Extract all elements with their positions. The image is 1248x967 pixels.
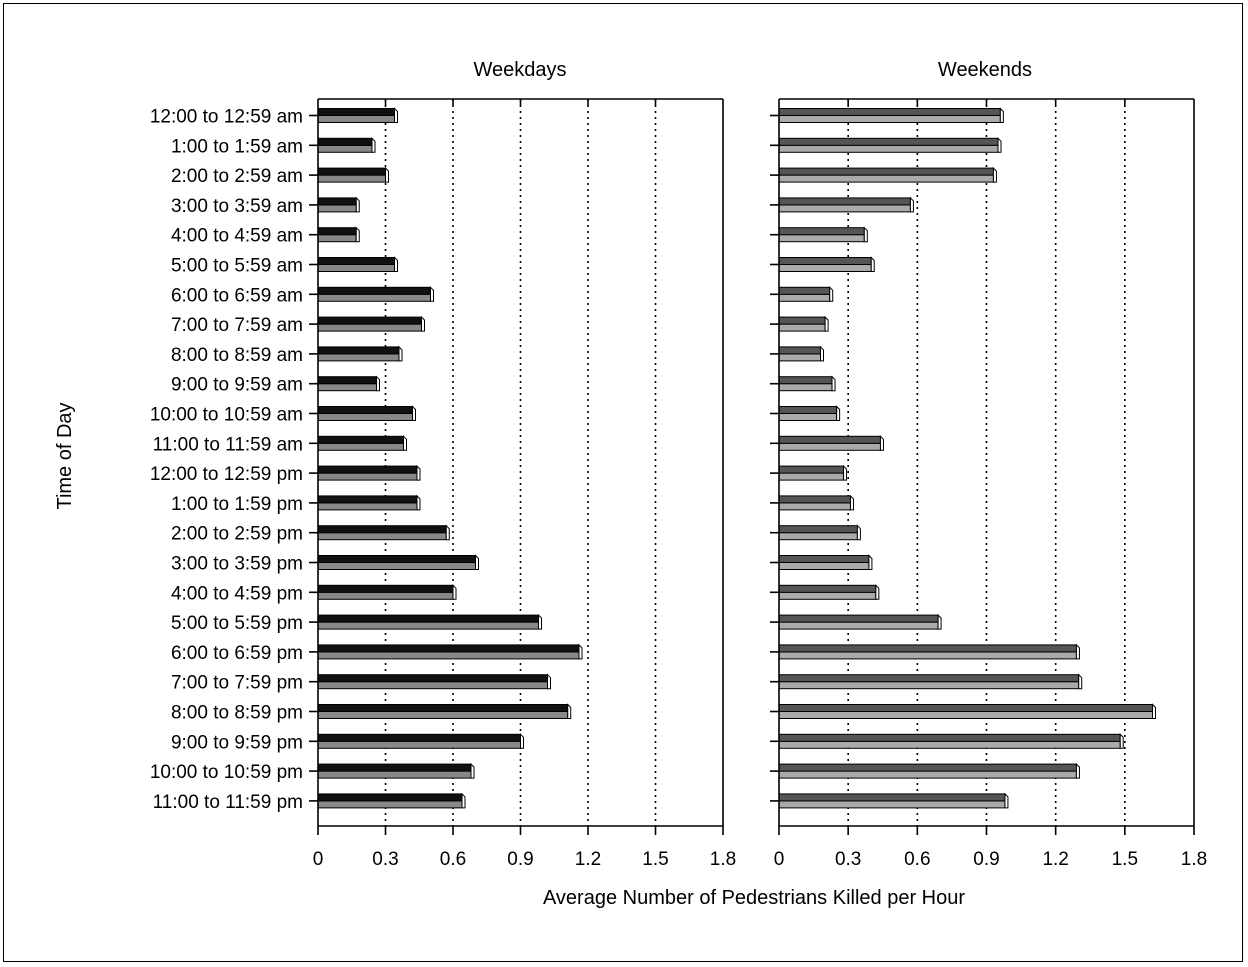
panel-title-weekends: Weekends (938, 59, 1032, 81)
x-axis-title: Average Number of Pedestrians Killed per… (543, 887, 965, 909)
bar (779, 317, 828, 331)
bar (318, 436, 407, 450)
panel-title-weekdays: Weekdays (473, 59, 566, 81)
x-tick-label: 1.2 (575, 849, 601, 870)
bar (318, 705, 571, 719)
bar (318, 109, 398, 123)
x-tick-label: 0.3 (835, 849, 861, 870)
category-label: 12:00 to 12:59 pm (150, 464, 303, 485)
bar (779, 764, 1079, 778)
bar (318, 734, 524, 748)
bar (779, 585, 879, 599)
bar (779, 496, 853, 510)
category-label: 1:00 to 1:59 pm (171, 494, 303, 515)
category-label: 2:00 to 2:59 am (171, 166, 303, 187)
bar (318, 794, 465, 808)
category-label: 9:00 to 9:59 pm (171, 732, 303, 753)
bar (318, 407, 416, 421)
bar (779, 377, 835, 391)
category-label: 6:00 to 6:59 pm (171, 643, 303, 664)
category-label: 7:00 to 7:59 pm (171, 673, 303, 694)
bar (318, 764, 474, 778)
bar (779, 198, 913, 212)
bar (318, 287, 434, 301)
bar (779, 526, 860, 540)
bar (318, 585, 456, 599)
bar (779, 347, 824, 361)
category-label: 11:00 to 11:59 am (153, 434, 303, 455)
category-label: 3:00 to 3:59 am (171, 196, 303, 217)
bar (779, 168, 996, 182)
category-label: 12:00 to 12:59 am (150, 107, 303, 128)
bar (779, 645, 1079, 659)
bar (779, 556, 872, 570)
x-tick-label: 0 (313, 849, 324, 870)
bar (779, 734, 1123, 748)
category-label: 5:00 to 5:59 pm (171, 613, 303, 634)
bar (779, 436, 883, 450)
x-tick-label: 0.9 (973, 849, 999, 870)
x-tick-label: 1.5 (1112, 849, 1138, 870)
bar (318, 138, 375, 152)
y-axis-title: Time of Day (54, 402, 76, 509)
category-label: 8:00 to 8:59 pm (171, 703, 303, 724)
category-label: 1:00 to 1:59 am (171, 136, 303, 157)
category-label: 8:00 to 8:59 am (171, 345, 303, 366)
bar (318, 258, 398, 272)
x-tick-label: 0.6 (904, 849, 930, 870)
category-label: 2:00 to 2:59 pm (171, 524, 303, 545)
category-label: 10:00 to 10:59 am (150, 405, 303, 426)
x-tick-label: 1.8 (1181, 849, 1207, 870)
category-label: 11:00 to 11:59 pm (153, 792, 303, 813)
weekends-panel: Weekends 0 0.3 0.6 0.9 1.2 1.5 1.8 (770, 59, 1207, 870)
bar (318, 377, 380, 391)
x-tick-label: 0.9 (507, 849, 533, 870)
bar (318, 556, 479, 570)
category-label: 4:00 to 4:59 am (171, 226, 303, 247)
x-tick-label: 1.8 (710, 849, 736, 870)
bar (779, 675, 1082, 689)
bar (318, 526, 449, 540)
category-labels: 12:00 to 12:59 am 1:00 to 1:59 am 2:00 to … (150, 107, 303, 813)
bar (779, 138, 1001, 152)
category-label: 9:00 to 9:59 am (171, 375, 303, 396)
bar (779, 258, 874, 272)
bar (318, 645, 582, 659)
bar (318, 347, 402, 361)
bar (318, 317, 425, 331)
bar (318, 168, 389, 182)
bar (318, 615, 542, 629)
weekdays-panel: Weekdays 0 0.3 0.6 0.9 1.2 1.5 1.8 (309, 59, 736, 870)
bar (779, 109, 1003, 123)
bar (779, 287, 833, 301)
bar (779, 466, 847, 480)
x-tick-label: 0.6 (440, 849, 466, 870)
category-label: 5:00 to 5:59 am (171, 256, 303, 277)
bar (779, 794, 1008, 808)
bar (779, 705, 1156, 719)
x-tick-label: 0 (774, 849, 785, 870)
bar (318, 675, 551, 689)
x-tick-label: 0.3 (372, 849, 398, 870)
bar (779, 228, 867, 242)
category-label: 4:00 to 4:59 pm (171, 583, 303, 604)
x-tick-label: 1.2 (1042, 849, 1068, 870)
bar (318, 198, 359, 212)
bar (318, 496, 420, 510)
category-label: 3:00 to 3:59 pm (171, 554, 303, 575)
bar (318, 466, 420, 480)
bar (779, 615, 941, 629)
x-tick-label: 1.5 (642, 849, 668, 870)
bar (779, 407, 840, 421)
category-label: 6:00 to 6:59 am (171, 285, 303, 306)
category-label: 10:00 to 10:59 pm (150, 762, 303, 783)
category-label: 7:00 to 7:59 am (171, 315, 303, 336)
bar (318, 228, 359, 242)
